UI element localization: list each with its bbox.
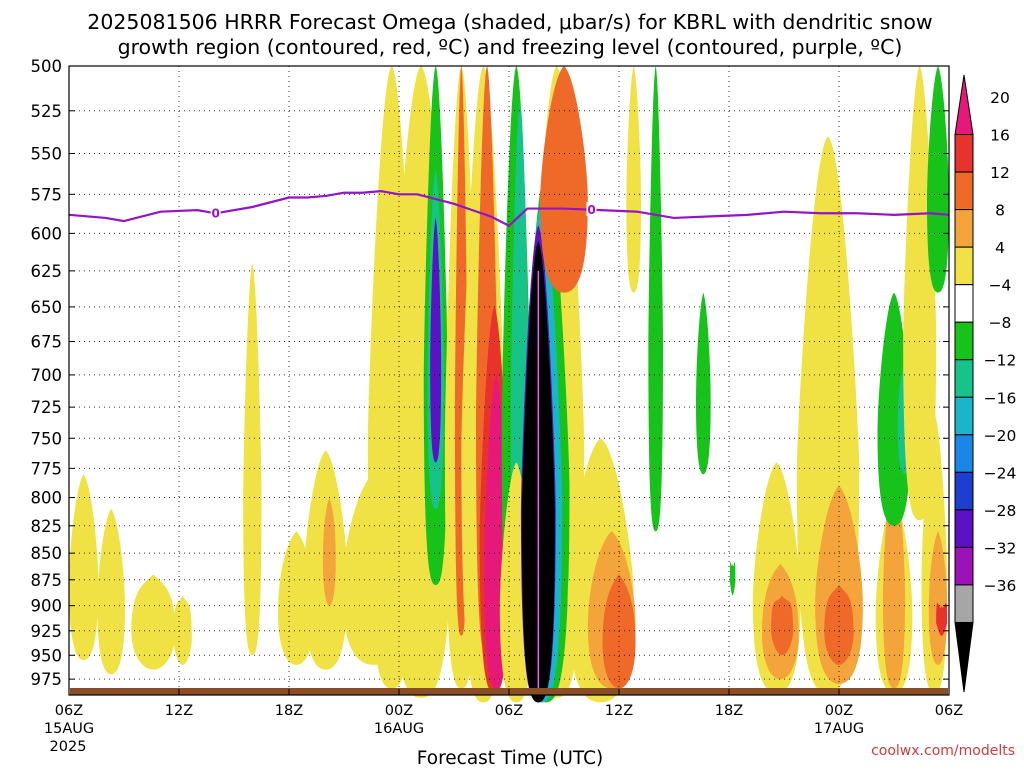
y-tick-label: 975 <box>31 670 63 689</box>
omega-region <box>648 66 663 532</box>
watermark: coolwx.com/modelts <box>871 743 1015 759</box>
x-tick-label: 06Z <box>935 703 963 719</box>
colorbar-segment <box>954 471 974 511</box>
colorbar-label: 20 <box>990 89 1010 107</box>
x-tick-label: 00Z <box>385 703 413 719</box>
omega-region <box>173 595 192 665</box>
omega-region <box>243 263 262 656</box>
chart-title-line1: 2025081506 HRRR Forecast Omega (shaded, … <box>87 10 932 34</box>
freezing-level-line <box>68 190 950 228</box>
x-axis-label: Forecast Time (UTC) <box>417 748 603 768</box>
y-tick-label: 875 <box>31 571 63 590</box>
y-tick-label: 625 <box>31 262 63 281</box>
x-tick-label: 12Z <box>605 703 633 719</box>
colorbar-segment <box>954 584 974 623</box>
x-tick-label: 06Z <box>495 703 523 719</box>
y-tick-label: 725 <box>31 398 63 417</box>
colorbar-segment <box>954 284 974 323</box>
x-tick-label: 18Z <box>275 703 303 719</box>
colorbar-label: −24 <box>984 464 1017 482</box>
colorbar-label: −4 <box>989 277 1012 295</box>
y-tick-label: 600 <box>31 224 63 243</box>
y-tick-label: 500 <box>31 57 63 76</box>
x-date-label: 16AUG <box>374 721 424 737</box>
x-tick-label: 00Z <box>825 703 853 719</box>
colorbar-label: −32 <box>984 539 1017 557</box>
colorbar-segment <box>954 359 974 398</box>
y-tick-label: 850 <box>31 544 63 563</box>
freezing-label-bg <box>586 202 597 217</box>
omega-region <box>729 561 736 596</box>
y-tick-label: 800 <box>31 489 63 508</box>
colorbar-segment <box>954 546 974 586</box>
omega-region <box>626 66 641 293</box>
colorbar-segment <box>954 434 974 473</box>
colorbar-label: 8 <box>995 202 1005 220</box>
omega-region <box>322 497 336 606</box>
x-year-label: 2025 <box>50 739 87 755</box>
x-tick-label: 12Z <box>165 703 193 719</box>
colorbar-segment <box>954 171 974 211</box>
omega-region <box>771 595 794 656</box>
y-tick-label: 525 <box>31 102 63 121</box>
colorbar-label: −16 <box>984 389 1017 407</box>
colorbar-segment <box>954 246 974 286</box>
omega-region <box>936 602 948 636</box>
colorbar-label: −20 <box>984 427 1017 445</box>
colorbar-label: −36 <box>984 577 1017 595</box>
colorbar-segment <box>954 509 974 548</box>
freezing-label-bg <box>210 205 221 220</box>
y-tick-label: 675 <box>31 333 63 352</box>
chart-title-line2: growth region (contoured, red, ºC) and f… <box>118 35 903 59</box>
omega-region <box>927 66 949 293</box>
y-tick-label: 575 <box>31 185 63 204</box>
omega-region <box>430 217 442 463</box>
colorbar-segment <box>954 74 974 136</box>
colorbar-label: 4 <box>995 239 1005 257</box>
colorbar-label: −12 <box>984 352 1017 370</box>
colorbar-label: −8 <box>989 314 1012 332</box>
y-tick-label: 925 <box>31 622 63 641</box>
freezing-level-label: 0 <box>587 203 595 217</box>
y-tick-label: 900 <box>31 597 63 616</box>
colorbar-label: 12 <box>990 164 1010 182</box>
colorbar-segment <box>954 321 974 361</box>
colorbar-label: 16 <box>990 127 1010 145</box>
colorbar-segment <box>954 621 974 693</box>
omega-region <box>696 292 711 475</box>
omega-region <box>540 66 588 293</box>
y-tick-label: 825 <box>31 517 63 536</box>
omega-region <box>69 474 99 661</box>
colorbar-segment <box>954 134 974 173</box>
y-tick-label: 700 <box>31 366 63 385</box>
colorbar: 20 16 12 8 4 −4 −8 −12 −16 −20 −24 −28 −32 −36 <box>954 74 1017 693</box>
axes: 500 525 550 575 600 625 650 675 700 725 750 775 800 8… <box>31 57 964 755</box>
omega-region <box>97 508 125 675</box>
colorbar-label: −28 <box>984 502 1017 520</box>
x-tick-label: 06Z <box>55 703 83 719</box>
omega-region <box>131 574 176 670</box>
y-tick-label: 550 <box>31 145 63 164</box>
y-tick-label: 750 <box>31 429 63 448</box>
x-date-label: 15AUG <box>44 721 94 737</box>
y-tick-label: 775 <box>31 459 63 478</box>
y-tick-label: 650 <box>31 298 63 317</box>
freezing-level-label: 0 <box>211 206 219 220</box>
y-tick-label: 950 <box>31 646 63 665</box>
x-tick-label: 18Z <box>715 703 743 719</box>
colorbar-segment <box>954 209 974 248</box>
colorbar-segment <box>954 396 974 436</box>
x-date-label: 17AUG <box>814 721 864 737</box>
omega-region <box>824 585 854 665</box>
